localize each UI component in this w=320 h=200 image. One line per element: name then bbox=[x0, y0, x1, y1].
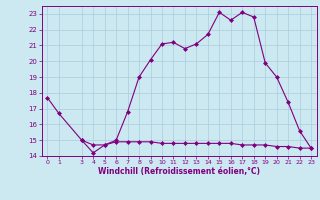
X-axis label: Windchill (Refroidissement éolien,°C): Windchill (Refroidissement éolien,°C) bbox=[98, 167, 260, 176]
